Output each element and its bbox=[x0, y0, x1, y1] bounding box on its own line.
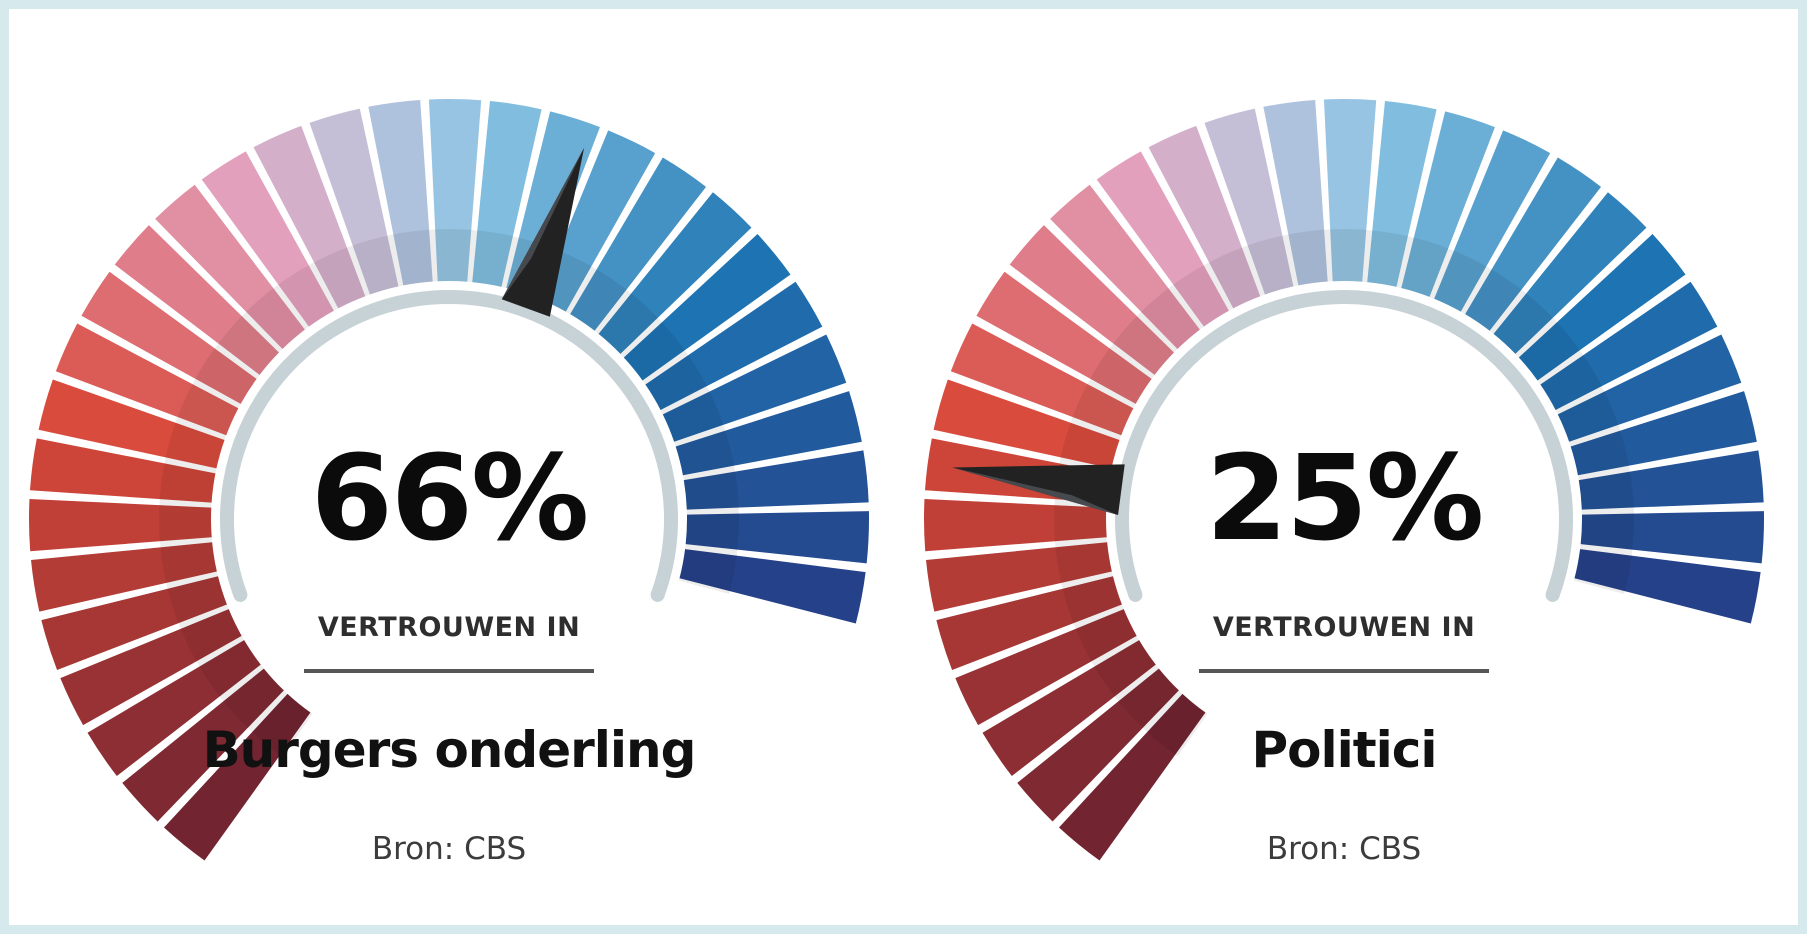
gauge-segment bbox=[1050, 184, 1200, 349]
gauge-inner-arc bbox=[220, 290, 678, 602]
divider bbox=[1199, 669, 1489, 673]
gauge-caption: VERTROUWEN IN bbox=[317, 612, 581, 643]
gauge-segment bbox=[933, 379, 1120, 469]
gauge-segment bbox=[60, 609, 242, 726]
gauge-segment bbox=[685, 511, 870, 564]
gauge-segment bbox=[1263, 99, 1328, 286]
gauge-segment bbox=[539, 130, 656, 312]
gauge-segment bbox=[623, 233, 791, 381]
gauge-segment bbox=[1148, 125, 1261, 309]
gauge-segment bbox=[1493, 192, 1647, 354]
source-note: Bron: CBS bbox=[1266, 831, 1422, 867]
gauge-needle-highlight bbox=[501, 147, 585, 300]
gauge-segment bbox=[253, 125, 366, 309]
gauge-segment bbox=[679, 549, 866, 624]
divider bbox=[304, 669, 594, 673]
gauge-subject: Politici bbox=[1251, 721, 1437, 779]
gauge-segment bbox=[1578, 450, 1764, 510]
gauge-segment bbox=[155, 184, 305, 349]
gauge-segment bbox=[1204, 108, 1294, 295]
gauge-segment bbox=[41, 576, 227, 670]
gauge-segment bbox=[1570, 391, 1757, 476]
gauge-politici: 25% VERTROUWEN IN Politici Bron: CBS bbox=[904, 9, 1784, 925]
gauge-segment bbox=[1580, 511, 1764, 564]
gauge-segment bbox=[29, 498, 212, 552]
gauge-segment bbox=[163, 693, 311, 861]
gauge-segment bbox=[1009, 225, 1174, 375]
gauge-segment bbox=[570, 157, 707, 331]
gauge-segment bbox=[645, 281, 823, 410]
source-note: Bron: CBS bbox=[371, 831, 527, 867]
gauge-segment bbox=[1574, 549, 1761, 624]
gauge-segment bbox=[1465, 157, 1602, 331]
gauge-segment bbox=[924, 498, 1107, 552]
gauge-segment bbox=[122, 668, 284, 822]
gauge-segment bbox=[87, 640, 261, 777]
gauge-segment bbox=[428, 99, 482, 282]
gauge-segment bbox=[926, 542, 1112, 612]
gauge-segment bbox=[1540, 281, 1718, 410]
gauge-caption: VERTROUWEN IN bbox=[1212, 612, 1476, 643]
gauge-value: 25% bbox=[1205, 429, 1484, 567]
gauge-segment bbox=[114, 225, 279, 375]
gauge-svg bbox=[29, 99, 870, 861]
gauge-segment bbox=[368, 99, 433, 286]
gauge-segment bbox=[955, 609, 1137, 726]
gauge-segment bbox=[675, 391, 862, 476]
gauge-segment bbox=[1434, 130, 1551, 312]
gauge-burgers: 66% VERTROUWEN IN Burgers onderling Bron… bbox=[9, 9, 889, 925]
gauge-segment bbox=[598, 192, 752, 354]
gauge-segment bbox=[1557, 334, 1742, 442]
gauge-value: 66% bbox=[310, 429, 589, 567]
gauge-segment bbox=[55, 323, 239, 436]
infographic-frame: 66% VERTROUWEN IN Burgers onderling Bron… bbox=[9, 9, 1798, 925]
gauge-svg bbox=[924, 99, 1764, 861]
gauge-segment bbox=[472, 101, 542, 287]
gauge-segment bbox=[662, 334, 847, 442]
gauge-segment bbox=[936, 576, 1122, 670]
gauge-segment bbox=[309, 108, 399, 295]
gauge-segment bbox=[1518, 233, 1686, 381]
gauge-segment bbox=[1017, 668, 1179, 822]
gauge-segment bbox=[1401, 111, 1495, 297]
gauge-inner-arc bbox=[1115, 290, 1573, 602]
gauge-segment bbox=[1323, 99, 1377, 282]
gauge-segment bbox=[1367, 101, 1437, 287]
gauge-segment bbox=[38, 379, 225, 469]
gauge-segment bbox=[950, 323, 1134, 436]
gauge-segment bbox=[31, 542, 217, 612]
gauge-subject: Burgers onderling bbox=[202, 721, 697, 779]
gauge-segment bbox=[683, 450, 869, 510]
gauge-segment bbox=[81, 271, 257, 404]
gauge-segment bbox=[1058, 693, 1206, 861]
gauge-segment bbox=[976, 271, 1152, 404]
gauge-segment bbox=[201, 151, 334, 327]
gauge-segment bbox=[29, 438, 216, 503]
gauge-segment bbox=[982, 640, 1156, 777]
gauge-segment bbox=[1096, 151, 1229, 327]
